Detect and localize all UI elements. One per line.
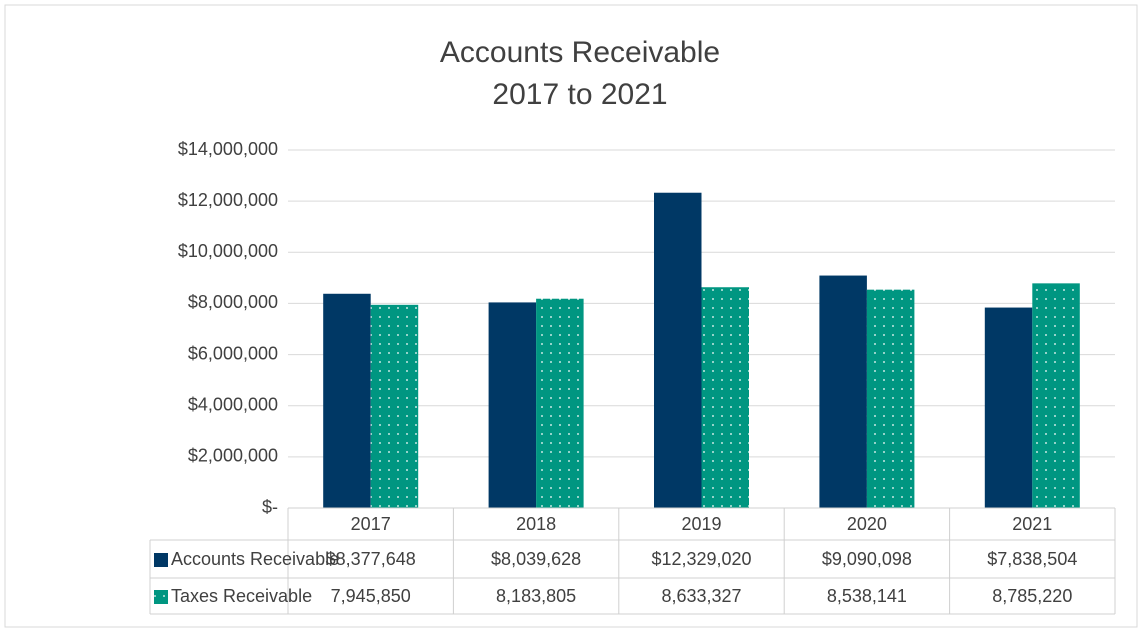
legend-label: Taxes Receivable bbox=[171, 586, 312, 606]
data-label: 8,785,220 bbox=[992, 586, 1072, 606]
data-label: $7,838,504 bbox=[987, 549, 1077, 569]
bar bbox=[701, 287, 749, 508]
data-label: $12,329,020 bbox=[651, 549, 751, 569]
y-tick-label: $8,000,000 bbox=[188, 292, 278, 312]
legend-key bbox=[154, 590, 168, 604]
legend-key bbox=[154, 553, 168, 567]
chart-subtitle: 2017 to 2021 bbox=[492, 78, 667, 111]
bar bbox=[984, 307, 1033, 508]
bar bbox=[370, 304, 419, 508]
data-label: 8,633,327 bbox=[661, 586, 741, 606]
bar bbox=[323, 293, 371, 508]
data-label: $8,039,628 bbox=[491, 549, 581, 569]
data-label: $8,377,648 bbox=[326, 549, 416, 569]
y-tick-label: $4,000,000 bbox=[188, 394, 278, 414]
x-tick-label: 2020 bbox=[847, 514, 887, 534]
y-tick-label: $- bbox=[262, 497, 278, 517]
bar bbox=[488, 302, 537, 508]
x-tick-label: 2021 bbox=[1012, 514, 1052, 534]
y-tick-label: $2,000,000 bbox=[188, 446, 278, 466]
y-tick-label: $12,000,000 bbox=[178, 190, 278, 210]
legend-label: Accounts Receivable bbox=[171, 549, 339, 569]
data-label: 8,538,141 bbox=[827, 586, 907, 606]
bar bbox=[866, 289, 915, 508]
data-label: $9,090,098 bbox=[822, 549, 912, 569]
data-label: 8,183,805 bbox=[496, 586, 576, 606]
bar bbox=[819, 275, 867, 508]
x-tick-label: 2018 bbox=[516, 514, 556, 534]
bar bbox=[536, 298, 584, 508]
chart-title: Accounts Receivable bbox=[440, 36, 720, 69]
y-tick-label: $6,000,000 bbox=[188, 343, 278, 363]
x-tick-label: 2019 bbox=[681, 514, 721, 534]
x-tick-label: 2017 bbox=[351, 514, 391, 534]
y-tick-label: $14,000,000 bbox=[178, 139, 278, 159]
data-label: 7,945,850 bbox=[331, 586, 411, 606]
y-tick-label: $10,000,000 bbox=[178, 241, 278, 261]
bar bbox=[1032, 283, 1080, 508]
bar bbox=[654, 192, 702, 508]
